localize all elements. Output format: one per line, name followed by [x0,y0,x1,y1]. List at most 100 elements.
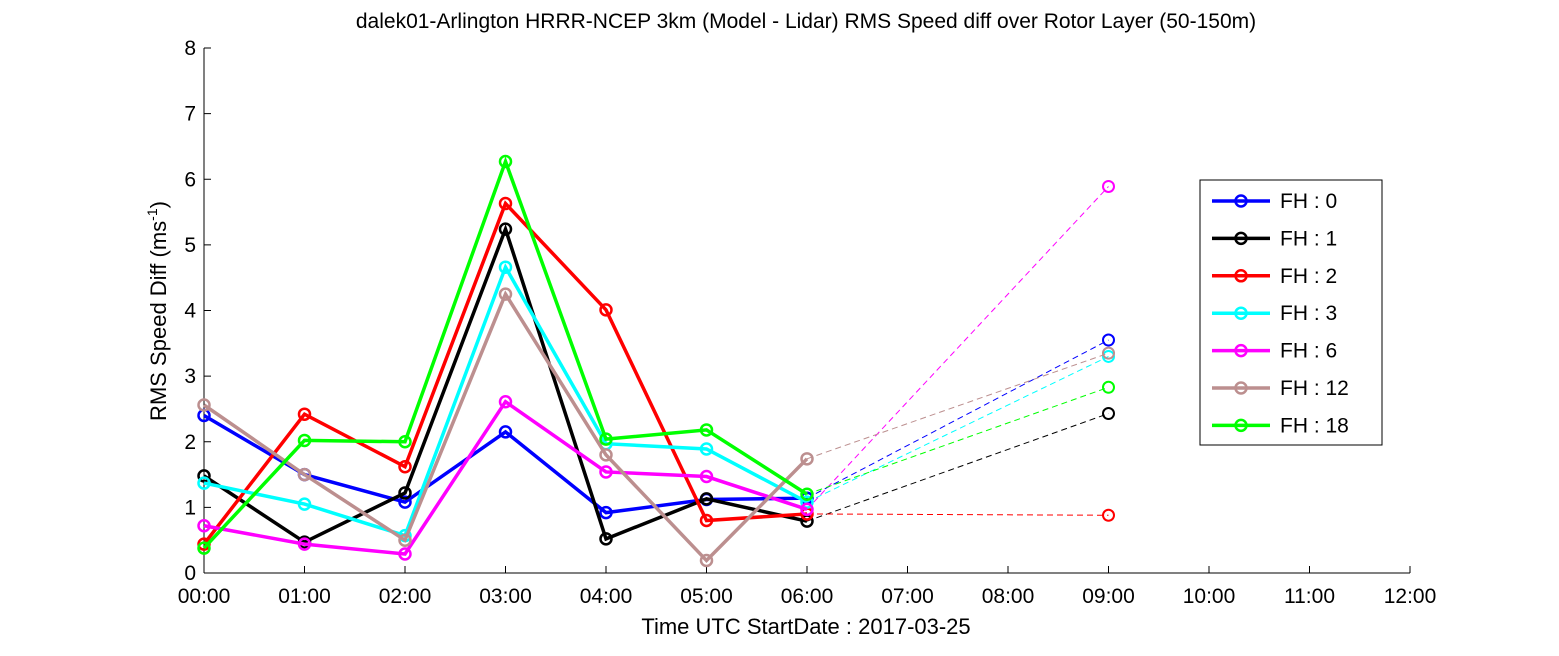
data-point [699,492,714,506]
legend-item: FH : 12 [1212,377,1349,400]
legend-label: FH : 1 [1280,227,1337,250]
y-axis-label-superscript: -1 [144,208,160,221]
data-point [498,222,513,236]
legend: FH : 0 FH : 1 FH : 2 FH : 3 FH : 6 FH : 12 FH … [1199,179,1383,446]
legend-swatch-marker [1234,231,1248,246]
data-point [599,465,613,479]
data-point [398,435,412,449]
x-tick-label: 12:00 [1384,585,1437,608]
series-lines [197,154,814,568]
y-tick-label: 5 [184,234,196,257]
x-tick-label: 06:00 [781,585,834,608]
legend-item: FH : 0 [1212,190,1337,213]
data-point [800,452,814,466]
forecast-point [1102,508,1115,522]
y-tick-label: 3 [184,365,196,388]
x-axis-label: Time UTC StartDate : 2017-03-25 [641,614,970,639]
data-point [498,154,513,169]
data-point [800,502,814,517]
series-line [203,263,808,538]
data-point [599,303,613,317]
x-tick-label: 04:00 [580,585,633,608]
data-point [297,497,312,511]
data-point [599,448,613,462]
legend-item: FH : 2 [1212,265,1337,288]
forecast-point [1102,407,1115,421]
forecast-point [1102,179,1115,193]
series-line [202,156,808,550]
x-tick-label: 00:00 [178,585,231,608]
forecast-point [1102,346,1115,360]
x-tick-label: 03:00 [479,585,532,608]
data-point [699,553,714,568]
legend-label: FH : 6 [1280,340,1337,363]
x-tick-label: 01:00 [278,585,331,608]
y-tick-label: 6 [184,168,196,191]
x-tick-label: 02:00 [379,585,432,608]
legend-swatch-marker [1234,418,1248,433]
x-tick-label: 09:00 [1082,585,1135,608]
legend-swatch-marker [1234,269,1248,283]
x-tick-label: 11:00 [1284,585,1335,608]
x-ticks: 00:00 01:00 02:00 03:00 04:00 05:00 06:00 07:00… [178,566,1437,608]
series-line [202,200,808,546]
data-point [599,532,613,546]
y-axis-label-main: RMS Speed Diff (ms [146,221,171,421]
data-point [297,433,312,448]
data-point [197,398,211,412]
y-tick-label: 8 [184,37,196,60]
forecast-line [806,413,1109,522]
data-point [297,537,312,551]
series-line [203,290,809,564]
legend-label: FH : 3 [1280,302,1337,325]
data-point [699,442,714,456]
legend-label: FH : 18 [1280,414,1349,437]
forecast-point [1102,333,1115,347]
forecast-point [1102,380,1115,394]
legend-label: FH : 2 [1280,265,1337,288]
data-point [599,505,613,520]
forecast-line [806,339,1109,499]
data-point [197,519,211,533]
forecast-line [806,513,1109,516]
data-point [699,469,714,484]
legend-item: FH : 3 [1212,302,1337,325]
data-point [398,486,412,500]
data-point [297,467,312,482]
data-point [197,476,211,490]
x-tick-label: 07:00 [881,585,934,608]
y-tick-label: 7 [184,103,196,126]
data-point [599,432,613,446]
y-tick-label: 2 [184,431,196,454]
data-point [297,407,312,421]
data-point [498,287,513,301]
data-point [398,533,412,547]
data-point [197,541,211,555]
y-tick-label: 1 [184,496,196,519]
forecast-line [806,352,1109,460]
x-tick-label: 10:00 [1183,585,1236,608]
data-point [800,487,814,501]
y-tick-label: 0 [184,562,196,585]
x-tick-label: 08:00 [982,585,1035,608]
legend-item: FH : 1 [1212,227,1337,250]
legend-item: FH : 6 [1212,340,1337,363]
data-point [498,425,513,439]
data-point [699,513,714,528]
legend-swatch-marker [1234,306,1248,320]
data-point [498,260,513,274]
legend-swatch-marker [1234,194,1248,208]
y-axis-label-end: ) [146,201,171,208]
y-tick-label: 4 [184,300,196,323]
x-tick-label: 05:00 [680,585,733,608]
forecast-line [806,355,1109,503]
data-point [699,423,714,437]
chart-title: dalek01-Arlington HRRR-NCEP 3km (Model -… [356,10,1256,33]
forecast-line [806,386,1109,495]
data-point [398,547,412,561]
data-point [197,469,211,483]
data-point [498,196,513,211]
y-ticks: 0 1 2 3 4 5 6 7 8 [184,37,211,585]
plot-area: 00:00 01:00 02:00 03:00 04:00 05:00 06:00 07:00… [178,37,1437,608]
